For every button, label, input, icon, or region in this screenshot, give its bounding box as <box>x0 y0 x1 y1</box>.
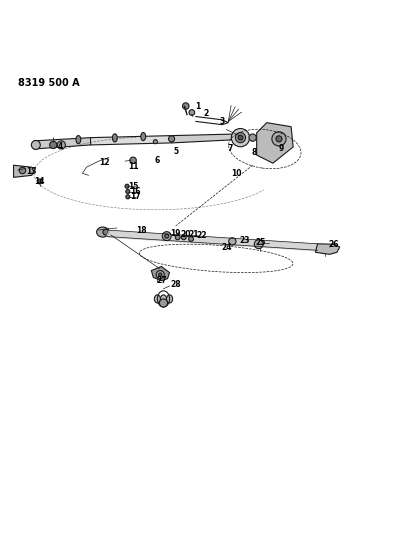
Text: 2: 2 <box>204 109 208 118</box>
Text: 8319 500 A: 8319 500 A <box>18 78 79 88</box>
Ellipse shape <box>160 295 166 303</box>
Text: 26: 26 <box>328 240 339 249</box>
Ellipse shape <box>156 271 164 279</box>
Text: 19: 19 <box>171 229 181 238</box>
Text: 4: 4 <box>58 142 63 151</box>
Ellipse shape <box>153 140 157 144</box>
Circle shape <box>188 237 193 241</box>
Polygon shape <box>13 165 34 177</box>
Circle shape <box>321 245 329 254</box>
Text: 24: 24 <box>221 243 231 252</box>
Circle shape <box>19 167 26 174</box>
Ellipse shape <box>159 273 162 276</box>
Ellipse shape <box>141 133 146 141</box>
Ellipse shape <box>160 299 168 307</box>
Text: 18: 18 <box>136 225 146 235</box>
Ellipse shape <box>31 141 40 149</box>
Text: 6: 6 <box>155 156 160 165</box>
Circle shape <box>126 195 130 199</box>
Ellipse shape <box>272 132 286 146</box>
Text: 12: 12 <box>100 158 110 167</box>
Text: 8: 8 <box>252 148 257 157</box>
Circle shape <box>181 235 186 240</box>
Ellipse shape <box>235 133 246 143</box>
Polygon shape <box>172 134 236 143</box>
Text: 27: 27 <box>156 276 167 285</box>
Text: 25: 25 <box>255 238 266 247</box>
Polygon shape <box>257 123 293 163</box>
Circle shape <box>182 103 189 109</box>
Text: 20: 20 <box>180 230 191 239</box>
Polygon shape <box>315 244 340 254</box>
Text: 13: 13 <box>27 167 37 176</box>
Ellipse shape <box>113 134 117 142</box>
Ellipse shape <box>154 295 160 303</box>
Text: 9: 9 <box>278 144 284 154</box>
Ellipse shape <box>254 240 263 249</box>
Circle shape <box>50 141 57 149</box>
Text: 21: 21 <box>188 230 199 239</box>
Text: 1: 1 <box>195 102 201 111</box>
Ellipse shape <box>165 234 169 238</box>
Circle shape <box>126 190 130 193</box>
Circle shape <box>130 157 136 164</box>
Polygon shape <box>151 266 170 281</box>
Ellipse shape <box>162 232 171 240</box>
Ellipse shape <box>103 229 109 235</box>
Circle shape <box>125 184 129 188</box>
Circle shape <box>175 235 180 240</box>
Text: 14: 14 <box>35 177 45 186</box>
Text: 23: 23 <box>239 236 250 245</box>
Ellipse shape <box>57 141 65 149</box>
Text: 17: 17 <box>130 192 140 201</box>
Text: 3: 3 <box>220 117 225 126</box>
Ellipse shape <box>76 135 81 144</box>
Ellipse shape <box>97 227 109 237</box>
Ellipse shape <box>249 134 256 141</box>
Polygon shape <box>91 135 172 145</box>
Text: 10: 10 <box>231 169 242 178</box>
Text: 22: 22 <box>197 231 207 240</box>
Ellipse shape <box>166 295 173 303</box>
Text: 15: 15 <box>128 182 138 191</box>
Text: 16: 16 <box>130 187 140 196</box>
Ellipse shape <box>238 135 243 140</box>
Circle shape <box>189 110 195 115</box>
Text: 7: 7 <box>228 144 233 154</box>
Polygon shape <box>34 138 91 149</box>
Ellipse shape <box>169 136 175 142</box>
Ellipse shape <box>231 128 250 147</box>
Circle shape <box>38 179 42 184</box>
Text: 28: 28 <box>170 280 181 289</box>
Ellipse shape <box>229 238 236 245</box>
Text: 5: 5 <box>173 147 178 156</box>
Ellipse shape <box>276 136 282 142</box>
Text: 11: 11 <box>128 161 138 171</box>
